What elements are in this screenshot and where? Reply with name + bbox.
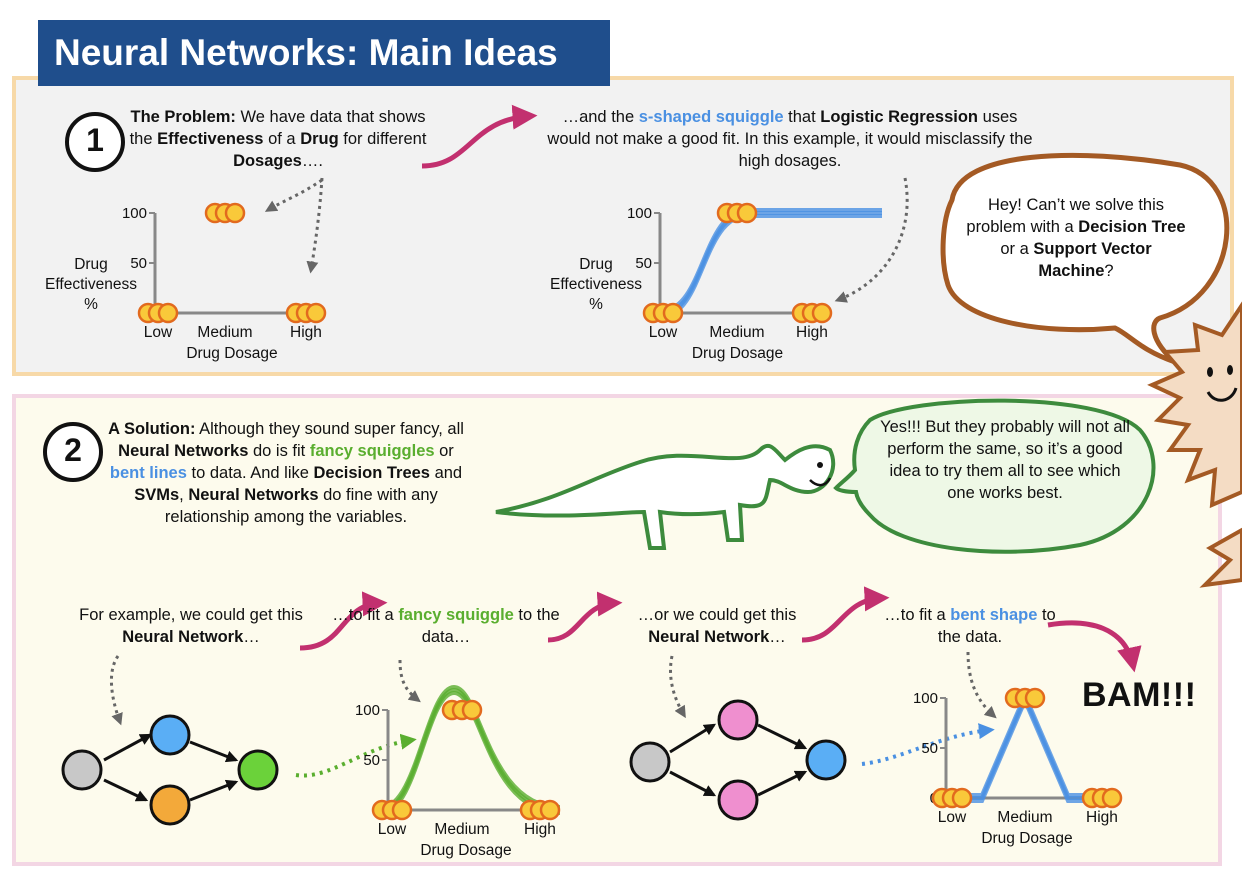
dotted-arrow-to-network-2: [669, 655, 686, 719]
example-3-text: …or we could get this Neural Network…: [637, 606, 797, 646]
y-axis-label: Drug: [74, 256, 108, 273]
data-point: [736, 202, 758, 224]
y-axis-label: %: [589, 296, 603, 313]
x-tick-label: Medium: [709, 324, 764, 341]
x-tick-label: Low: [144, 324, 173, 341]
chart-1: 050100LowMediumHighDrug DosageDrugEffect…: [45, 202, 327, 362]
arrow-ex4-to-bam: [1047, 620, 1142, 673]
page-title: Neural Networks: Main Ideas: [38, 20, 610, 86]
y-tick-label: 50: [921, 740, 938, 757]
number-circle-1: [65, 112, 125, 172]
chart-4: 050100LowMediumHighDrug Dosage: [913, 687, 1123, 847]
y-tick-label: 100: [913, 690, 938, 707]
node-hidden-1: [717, 699, 759, 741]
y-tick-label: 50: [635, 255, 652, 272]
data-point: [391, 799, 413, 821]
y-tick-label: 100: [355, 702, 380, 719]
chart-3: 050100LowMediumHighDrug Dosage: [355, 684, 561, 859]
arrow-ex3-to-ex4: [801, 586, 890, 643]
y-axis-label: %: [84, 296, 98, 313]
x-tick-label: High: [290, 324, 322, 341]
question-bubble: [940, 152, 1230, 365]
x-axis-label: Drug Dosage: [420, 842, 511, 859]
bam-text: BAM!!!: [1082, 676, 1197, 714]
y-tick-label: 50: [130, 255, 147, 272]
arrow-ex2-to-ex3: [547, 591, 623, 643]
x-axis-label: Drug Dosage: [186, 345, 277, 362]
dotted-arrow-to-high-point: [306, 177, 324, 274]
fit-line: [662, 213, 882, 318]
dotted-arrow-to-medium-point: [264, 178, 323, 212]
data-point: [811, 302, 833, 324]
answer-bubble: [833, 398, 1156, 554]
section-number-1: 1: [86, 122, 104, 158]
network-1: [61, 714, 279, 826]
data-point: [951, 787, 973, 809]
x-axis-label: Drug Dosage: [692, 345, 783, 362]
data-point: [1101, 787, 1123, 809]
data-point: [461, 699, 483, 721]
question-text: Hey! Can’t we solve this problem with a …: [966, 196, 1186, 280]
green-dotted-arrow: [295, 733, 417, 778]
node-hidden-2: [717, 779, 759, 821]
x-tick-label: High: [524, 821, 556, 838]
dinosaur-illustration: [495, 443, 836, 550]
section-number-2: 2: [64, 432, 82, 468]
node-output: [237, 749, 279, 791]
fit-line: [381, 690, 561, 815]
dotted-arrow-to-squiggle-chart: [398, 659, 421, 703]
squiggle-text: …and the s-shaped squiggle that Logistic…: [547, 108, 1033, 170]
solution-text: A Solution: Although they sound super fa…: [108, 420, 464, 526]
example-4-text: …to fit a bent shape to the data.: [884, 606, 1056, 646]
x-tick-label: High: [796, 324, 828, 341]
answer-text: Yes!!! But they probably will not all pe…: [880, 418, 1130, 502]
x-tick-label: Medium: [197, 324, 252, 341]
x-tick-label: Medium: [997, 809, 1052, 826]
y-axis-label: Drug: [579, 256, 613, 273]
arrow-problem-to-squiggle: [421, 104, 538, 169]
fit-line: [662, 210, 882, 315]
data-point: [157, 302, 179, 324]
x-tick-label: Medium: [434, 821, 489, 838]
data-point: [224, 202, 246, 224]
data-point: [662, 302, 684, 324]
node-input: [629, 741, 671, 783]
y-tick-label: 100: [627, 205, 652, 222]
data-point: [1024, 687, 1046, 709]
node-hidden-1: [149, 714, 191, 756]
y-axis-label: Effectiveness: [550, 276, 642, 293]
dotted-arrow-to-network-1: [109, 655, 123, 726]
x-tick-label: High: [1086, 809, 1118, 826]
problem-text: The Problem: We have data that shows the…: [129, 108, 427, 170]
x-tick-label: Low: [378, 821, 407, 838]
data-point: [539, 799, 561, 821]
x-tick-label: Low: [938, 809, 967, 826]
fit-line: [946, 695, 1110, 803]
y-axis-label: Effectiveness: [45, 276, 137, 293]
network-2: [629, 699, 847, 821]
fit-line: [662, 207, 882, 312]
example-2-text: …to fit a fancy squiggle to the data…: [332, 606, 560, 646]
chart-2: 050100LowMediumHighDrug DosageDrugEffect…: [550, 202, 882, 362]
node-hidden-2: [149, 784, 191, 826]
number-circle-2: [43, 422, 103, 482]
node-input: [61, 749, 103, 791]
arrow-ex1-to-ex2: [299, 591, 388, 651]
example-1-text: For example, we could get this Neural Ne…: [79, 606, 303, 646]
dotted-arrow-to-bent-chart: [966, 651, 997, 719]
fit-line: [381, 684, 561, 809]
spiky-creature: [1147, 301, 1242, 588]
y-tick-label: 100: [122, 205, 147, 222]
x-tick-label: Low: [649, 324, 678, 341]
y-tick-label: 50: [363, 752, 380, 769]
node-output: [805, 739, 847, 781]
x-axis-label: Drug Dosage: [981, 830, 1072, 847]
data-point: [305, 302, 327, 324]
